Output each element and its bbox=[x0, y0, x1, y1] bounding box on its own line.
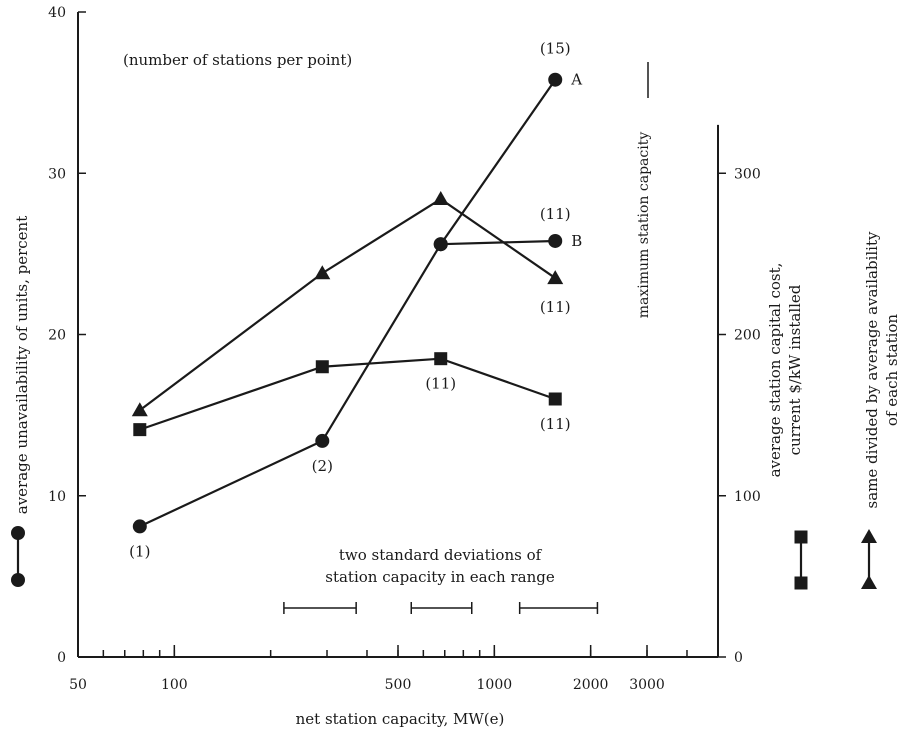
series-line-circle bbox=[440, 239, 556, 246]
x-tick-label: 1000 bbox=[477, 677, 513, 693]
right-axis-label-availability: same divided by average availability of … bbox=[863, 231, 901, 508]
x-tick-label: 50 bbox=[69, 677, 87, 693]
data-point-square bbox=[794, 530, 808, 544]
data-point-circle bbox=[132, 519, 147, 534]
x-tick-label: 2000 bbox=[573, 677, 609, 693]
point-count-label: (1) bbox=[129, 542, 150, 560]
right-axis-label-availability-line2: of each station bbox=[883, 314, 901, 427]
data-point-circle bbox=[548, 233, 563, 248]
right-axis-label-availability-line1: same divided by average availability bbox=[863, 231, 881, 508]
series-line-square bbox=[139, 357, 556, 431]
series-line-circle bbox=[139, 79, 557, 528]
series-end-label: B bbox=[571, 232, 582, 250]
right-y-tick-label: 300 bbox=[734, 166, 761, 182]
data-point-square bbox=[315, 360, 329, 374]
right-axis-label-cost-line2: current $/kW installed bbox=[786, 284, 804, 455]
left-y-tick-label: 30 bbox=[48, 166, 66, 182]
data-point-square bbox=[133, 423, 147, 437]
data-point-circle bbox=[11, 573, 25, 587]
left-axis-label: average unavailability of units, percent bbox=[13, 216, 31, 514]
max-capacity-label: maximum station capacity bbox=[636, 132, 652, 319]
data-point-triangle bbox=[861, 529, 877, 543]
legend-symbols bbox=[11, 526, 877, 590]
left-y-tick-label: 40 bbox=[48, 5, 66, 21]
data-point-square bbox=[434, 352, 448, 366]
right-axis-label-cost-line1: average station capital cost, bbox=[766, 263, 784, 478]
data-point-triangle bbox=[547, 270, 564, 285]
data-point-circle bbox=[315, 433, 330, 448]
data-point-square bbox=[794, 576, 808, 590]
left-y-tick-label: 10 bbox=[48, 489, 66, 505]
data-point-triangle bbox=[861, 575, 877, 589]
right-y-tick-label: 200 bbox=[734, 328, 761, 344]
point-count-label: (2) bbox=[312, 457, 333, 475]
sd-label-line2: station capacity in each range bbox=[325, 568, 555, 586]
series-layer: (1)(2)(15)A(11)B(11)(11)(11) bbox=[129, 40, 599, 614]
right-axis-label-cost: average station capital cost, current $/… bbox=[766, 263, 804, 478]
point-count-label: (11) bbox=[425, 375, 456, 393]
data-point-triangle bbox=[432, 191, 449, 206]
right-y-tick-label: 100 bbox=[734, 489, 761, 505]
point-count-label: (11) bbox=[540, 205, 571, 223]
tick-marks: 0 10 20 30 40 0 100 200 300 50 100 500 1000 2000 3000 bbox=[48, 5, 761, 693]
point-count-label: (11) bbox=[540, 415, 571, 433]
left-y-tick-label: 0 bbox=[57, 650, 66, 666]
point-count-label: (11) bbox=[540, 298, 571, 316]
right-y-tick-label: 0 bbox=[734, 650, 743, 666]
x-axis-label: net station capacity, MW(e) bbox=[296, 710, 505, 728]
data-point-circle bbox=[433, 237, 448, 252]
x-tick-label: 100 bbox=[161, 677, 188, 693]
data-point-triangle bbox=[131, 402, 148, 417]
x-tick-label: 3000 bbox=[629, 677, 665, 693]
series-line-triangle bbox=[139, 197, 556, 412]
data-point-square bbox=[548, 392, 562, 406]
x-tick-label: 500 bbox=[385, 677, 412, 693]
data-point-circle bbox=[11, 526, 25, 540]
annotation-top: (number of stations per point) bbox=[123, 51, 352, 69]
sd-label-line1: two standard deviations of bbox=[339, 546, 543, 564]
data-point-triangle bbox=[314, 265, 331, 280]
point-count-label: (15) bbox=[540, 40, 571, 58]
left-y-tick-label: 20 bbox=[48, 328, 66, 344]
data-point-circle bbox=[548, 72, 563, 87]
series-end-label: A bbox=[570, 71, 582, 89]
